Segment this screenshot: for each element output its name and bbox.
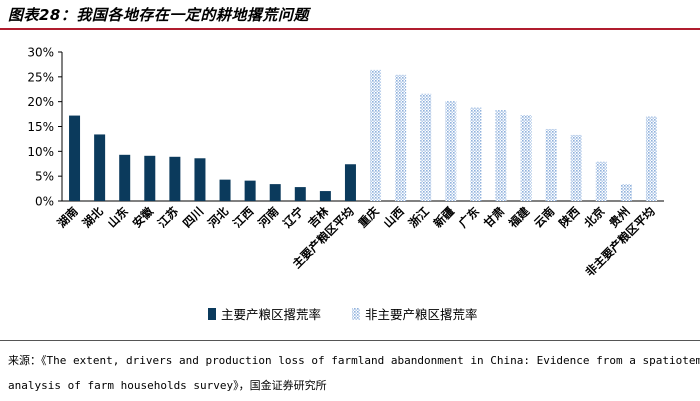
legend-swatch-1	[352, 308, 360, 320]
y-tick-label: 30%	[27, 46, 54, 60]
bar-nonmain-19	[545, 128, 557, 201]
bar-nonmain-21	[595, 161, 607, 201]
bar-main-11	[344, 164, 356, 201]
x-tick-label: 湖南	[55, 204, 82, 231]
x-tick-label: 安徽	[130, 204, 157, 231]
y-tick-label: 5%	[35, 170, 54, 184]
bar-main-1	[94, 134, 106, 201]
bar-nonmain-23	[645, 116, 657, 201]
x-tick-label: 广东	[456, 204, 483, 231]
source-divider	[0, 340, 700, 341]
y-tick-label: 15%	[27, 120, 54, 134]
x-tick-label: 山西	[381, 204, 408, 231]
x-tick-label: 山东	[105, 204, 132, 231]
source-line-2: analysis of farm households survey》，国金证券…	[8, 379, 327, 392]
bar-main-9	[294, 187, 306, 201]
abandonment-rate-chart: 0% 5% 10% 15% 20% 25% 30% 湖南湖北山东安徽江苏四川河北江西河南辽宁…	[27, 46, 664, 322]
y-tick-label: 25%	[27, 70, 54, 84]
x-tick-label: 辽宁	[280, 204, 306, 230]
x-tick-label: 河北	[205, 204, 232, 231]
bar-main-0	[69, 115, 81, 201]
x-tick-label: 甘肃	[481, 204, 508, 231]
bar-main-2	[119, 154, 131, 201]
x-tick-label: 湖北	[80, 204, 107, 231]
source-note: 来源：《The extent, drivers and production l…	[8, 348, 700, 398]
bar-main-8	[269, 184, 281, 201]
bar-nonmain-12	[370, 69, 382, 201]
y-tick-label: 0%	[35, 195, 54, 209]
x-tick-label: 江苏	[155, 204, 182, 231]
x-tick-label: 福建	[505, 204, 532, 231]
legend-label-0: 主要产粮区撂荒率	[221, 307, 321, 322]
bar-main-7	[244, 180, 256, 201]
y-tick-label: 20%	[27, 95, 54, 109]
bar-main-5	[194, 158, 206, 201]
x-tick-label: 江西	[230, 204, 257, 231]
bar-nonmain-22	[620, 184, 632, 201]
legend-label-1: 非主要产粮区撂荒率	[365, 307, 478, 322]
bar-nonmain-20	[570, 134, 582, 201]
bar-nonmain-17	[495, 110, 507, 201]
bar-nonmain-14	[420, 93, 432, 201]
x-tick-label: 北京	[581, 204, 608, 231]
bar-nonmain-15	[445, 101, 457, 201]
x-tick-label: 四川	[180, 204, 206, 230]
bar-nonmain-16	[470, 107, 482, 201]
bar-nonmain-13	[395, 74, 407, 201]
x-tick-label: 河南	[255, 204, 282, 231]
x-tick-label: 云南	[531, 204, 558, 231]
y-tick-label: 10%	[27, 145, 54, 159]
x-tick-label: 浙江	[406, 204, 433, 231]
chart-container: 0% 5% 10% 15% 20% 25% 30% 湖南 湖北 山东 安徽 江苏 四川 河北 江西 河南 辽宁…	[0, 32, 700, 332]
source-line-1: 来源：《The extent, drivers and production l…	[8, 354, 700, 367]
bar-main-6	[219, 179, 231, 201]
bar-main-4	[169, 156, 181, 201]
bar-main-10	[319, 191, 331, 201]
legend-swatch-0	[208, 308, 216, 320]
bar-nonmain-18	[520, 115, 532, 201]
bar-main-3	[144, 155, 156, 201]
x-tick-label: 新疆	[431, 204, 458, 231]
figure-title: 图表28：我国各地存在一定的耕地撂荒问题	[8, 6, 309, 24]
title-divider	[0, 28, 700, 30]
x-tick-label: 陕西	[556, 204, 583, 231]
x-tick-label: 重庆	[356, 204, 383, 231]
